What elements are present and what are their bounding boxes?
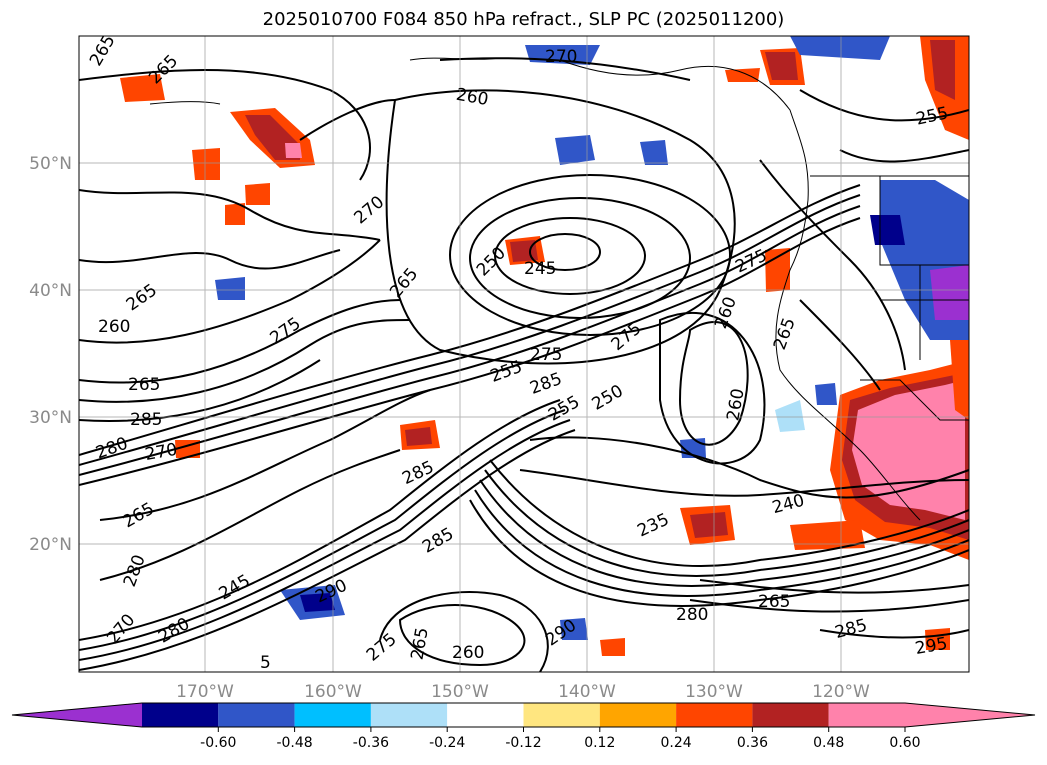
colorbar-tick-label: -0.24 [429, 735, 465, 751]
contour-label: 270 [545, 47, 577, 67]
colorbar-swatch [523, 703, 600, 727]
colorbar-swatch [752, 703, 829, 727]
contour-label: 265 [128, 375, 160, 395]
latitude-labels: 50°N 40°N 30°N 20°N [29, 154, 72, 555]
contour-label: 285 [130, 410, 162, 430]
colorbar-swatch [218, 703, 295, 727]
lat-label-20n: 20°N [29, 535, 72, 555]
colorbar-tick-label: -0.36 [353, 735, 389, 751]
colorbar-swatch [828, 703, 905, 727]
colorbar-swatch [294, 703, 371, 727]
colorbar-swatch [370, 703, 448, 727]
colorbar-tick-label: 0.36 [737, 735, 768, 751]
colorbar-swatch [599, 703, 677, 727]
contour-label: 265 [758, 592, 790, 612]
colorbar-extend-low [12, 703, 142, 727]
slp-contours [79, 57, 969, 672]
lon-label-160w: 160°W [304, 682, 362, 702]
map-title: 2025010700 F084 850 hPa refract., SLP PC… [262, 9, 785, 30]
longitude-labels: 170°W 160°W 150°W 140°W 130°W 120°W [176, 682, 870, 702]
colorbar-outline [11, 702, 1036, 728]
colorbar-tick-label: -0.48 [276, 735, 312, 751]
map-panel [79, 36, 969, 672]
colorbar-tick-label: 0.12 [584, 735, 615, 751]
lon-label-170w: 170°W [176, 682, 234, 702]
contour-label: 275 [530, 345, 562, 365]
contour-label: 260 [98, 317, 130, 337]
colorbar-extend-high [905, 703, 1035, 727]
lon-label-140w: 140°W [558, 682, 616, 702]
graticule [79, 36, 969, 672]
lon-label-120w: 120°W [812, 682, 870, 702]
colorbar-tick-label: -0.60 [200, 735, 236, 751]
coastlines [149, 57, 969, 521]
contour-label: 280 [676, 605, 708, 625]
lon-label-150w: 150°W [431, 682, 489, 702]
contour-label: 245 [524, 259, 556, 279]
lat-label-30n: 30°N [29, 408, 72, 428]
colorbar-tick-label: -0.12 [505, 735, 541, 751]
colorbar-tick-label: 0.48 [813, 735, 844, 751]
contour-label: 260 [452, 643, 484, 663]
colorbar-swatch [676, 703, 753, 727]
colorbar-tick-label: 0.60 [889, 735, 920, 751]
lon-label-130w: 130°W [685, 682, 743, 702]
colorbar: -0.60 -0.48 -0.36 -0.24 -0.12 0.12 0.24 0.36 0.4… [11, 702, 1036, 751]
map-frame [78, 35, 970, 673]
colorbar-tick-label: 0.24 [661, 735, 692, 751]
lat-label-40n: 40°N [29, 281, 72, 301]
contour-label: 5 [260, 653, 271, 673]
lat-label-50n: 50°N [29, 154, 72, 174]
colorbar-swatch [447, 703, 524, 727]
shaded-anomalies [120, 36, 969, 656]
colorbar-swatch [142, 703, 219, 727]
